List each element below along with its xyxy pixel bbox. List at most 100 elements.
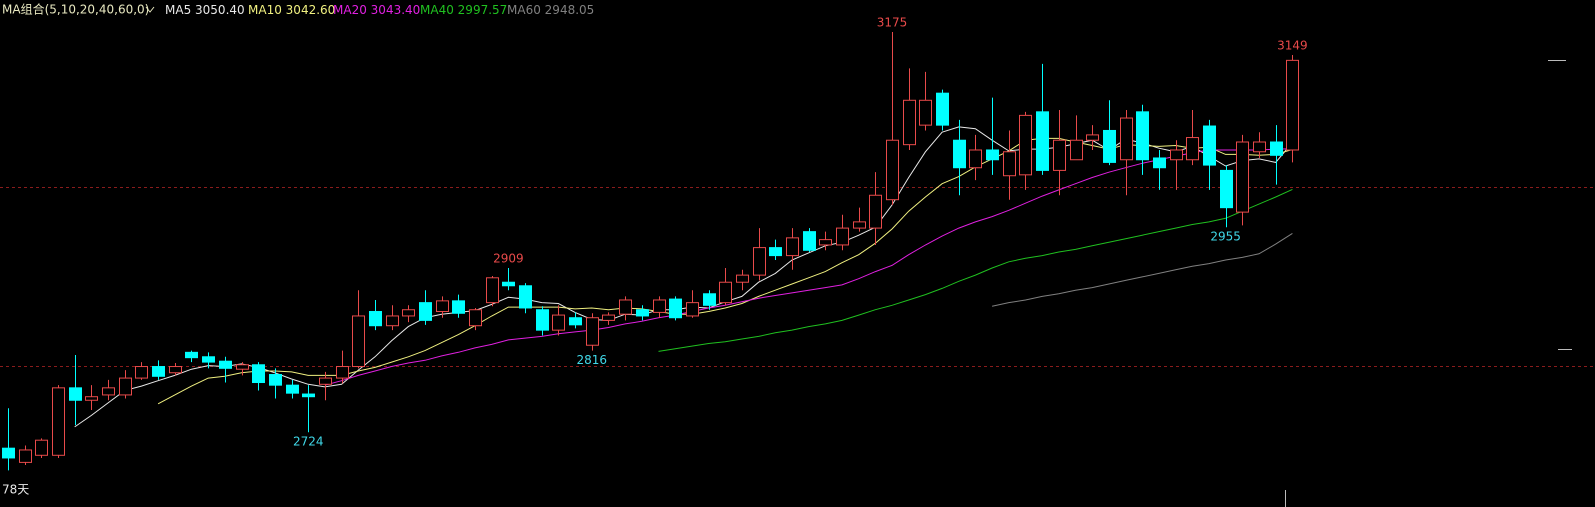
candle-body [769, 247, 782, 257]
candle-body [119, 377, 132, 396]
candle-body [919, 99, 932, 126]
legend-entry: MA5 3050.40 [165, 3, 245, 17]
candle-body [886, 139, 899, 201]
candle-body [52, 387, 65, 456]
legend-value: 3043.40 [371, 3, 421, 17]
candle-body [402, 309, 415, 317]
candle-body [1220, 169, 1233, 209]
candle-body [1003, 151, 1016, 177]
candle-body [836, 227, 849, 246]
high-label: 3175 [877, 15, 908, 29]
legend-name: MA10 [248, 3, 282, 17]
candle-body [2, 447, 15, 459]
legend-name: MA5 [165, 3, 191, 17]
low-label: 2955 [1210, 230, 1241, 244]
candle-body [152, 366, 165, 377]
low-label: 2816 [577, 353, 608, 367]
candle-body [619, 299, 632, 315]
candle-body [969, 149, 982, 169]
candle-body [602, 314, 615, 321]
candle-body [452, 300, 465, 314]
legend-value: 3050.40 [195, 3, 245, 17]
candle-body [552, 314, 565, 331]
candle-body [185, 351, 198, 359]
candle-body [1186, 137, 1199, 161]
candle-body [386, 315, 399, 327]
candle-body [1086, 134, 1099, 141]
ma-line [324, 148, 1293, 386]
candle-body [1286, 59, 1299, 151]
candle-body [903, 99, 916, 146]
candle-body [869, 194, 882, 229]
candle-body [819, 239, 832, 246]
candle-body [1270, 141, 1283, 156]
legend-entry: MA60 2948.05 [507, 3, 594, 17]
candle-body [352, 315, 365, 368]
legend-entry: MA40 2997.57 [420, 3, 507, 17]
candle-body [1153, 157, 1166, 169]
candle-body [936, 92, 949, 126]
candle-body [1236, 141, 1249, 213]
candle-body [135, 366, 148, 379]
candle-body [286, 384, 299, 394]
candle-body [536, 309, 549, 331]
candle-body [169, 366, 182, 374]
candle-body [719, 281, 732, 304]
dropdown-chevron[interactable] [145, 6, 155, 13]
candle-body [753, 247, 766, 276]
candle-body [669, 298, 682, 319]
candle-body [419, 302, 432, 321]
candle-body [586, 317, 599, 346]
candle-body [986, 149, 999, 161]
candle-body [486, 277, 499, 304]
candle-body [236, 364, 249, 370]
legend-entry: MA20 3043.40 [333, 3, 420, 17]
candle-body [1253, 141, 1266, 153]
candle-body [85, 396, 98, 401]
ma-line [658, 188, 1293, 352]
candle-body [803, 231, 816, 251]
candle-body [319, 377, 332, 385]
candle-body [102, 387, 115, 396]
candle-body [69, 387, 82, 401]
legend-name: MA20 [333, 3, 367, 17]
candle-body [1070, 139, 1083, 161]
candle-body [1120, 117, 1133, 161]
candle-body [736, 274, 749, 283]
period-label: 78天 [2, 483, 29, 497]
candle-body [636, 309, 649, 317]
ma-line [74, 126, 1293, 428]
candle-body [1036, 111, 1049, 171]
indicator-header[interactable]: MA组合(5,10,20,40,60,0) [2, 2, 149, 17]
candle-body [35, 439, 48, 456]
candle-body [19, 449, 32, 463]
candle-body [853, 221, 866, 229]
candle-body [502, 281, 515, 287]
candle-body [686, 302, 699, 317]
legend-entry: MA10 3042.60 [248, 3, 335, 17]
legend-value: 3042.60 [286, 3, 336, 17]
candle-body [703, 293, 716, 306]
candle-body [369, 311, 382, 327]
candle-body [302, 393, 315, 398]
candle-body [436, 300, 449, 313]
candle-body [653, 299, 666, 313]
legend-name: MA40 [420, 3, 454, 17]
candle-body [1203, 125, 1216, 166]
candle-body [219, 360, 232, 369]
candle-body [1053, 139, 1066, 171]
candle-body [569, 317, 582, 326]
low-label: 2724 [293, 435, 324, 449]
ma-line [991, 232, 1293, 307]
legend-value: 2948.05 [545, 3, 595, 17]
candle-body [269, 374, 282, 386]
candle-body [469, 309, 482, 327]
candle-body [1136, 111, 1149, 161]
candle-body [786, 237, 799, 257]
candle-body [1103, 129, 1116, 163]
candle-body [953, 139, 966, 169]
candle-body [1170, 149, 1183, 161]
candle-body [202, 356, 215, 363]
